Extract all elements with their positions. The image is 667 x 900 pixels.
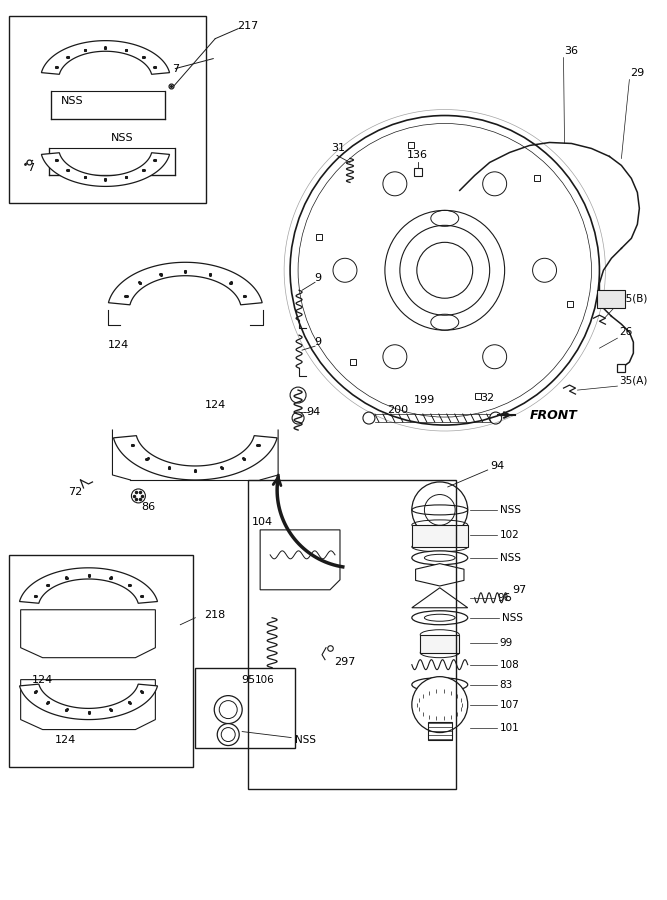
Text: NSS: NSS (500, 553, 521, 562)
Text: 217: 217 (237, 21, 259, 31)
Ellipse shape (424, 614, 455, 621)
Ellipse shape (424, 554, 455, 562)
Circle shape (214, 696, 242, 724)
Text: 200: 200 (388, 405, 408, 415)
Circle shape (217, 724, 239, 745)
Text: 95: 95 (241, 675, 255, 685)
Ellipse shape (424, 681, 455, 688)
Text: 124: 124 (108, 340, 129, 350)
Text: NSS: NSS (61, 95, 83, 105)
Text: 29: 29 (630, 68, 644, 77)
Text: 124: 124 (55, 734, 76, 744)
Text: 199: 199 (414, 395, 436, 405)
Text: 31: 31 (331, 143, 345, 154)
Text: 218: 218 (205, 609, 226, 620)
Bar (598, 290, 626, 308)
Text: 35(A): 35(A) (620, 375, 648, 385)
Polygon shape (41, 40, 169, 75)
Text: NSS: NSS (500, 505, 521, 515)
Ellipse shape (412, 678, 468, 691)
Text: 32: 32 (481, 393, 495, 403)
Ellipse shape (412, 551, 468, 565)
Text: 102: 102 (500, 530, 520, 540)
Text: 36: 36 (564, 46, 578, 56)
Bar (248, 480, 456, 789)
Text: 108: 108 (500, 660, 520, 670)
Polygon shape (113, 436, 277, 480)
Text: 7: 7 (172, 64, 179, 74)
Text: 97: 97 (512, 585, 527, 595)
Bar (9, 15, 206, 203)
Text: 124: 124 (205, 400, 226, 410)
Text: 96: 96 (498, 593, 511, 603)
Bar (195, 668, 295, 748)
Text: 101: 101 (500, 723, 520, 733)
Circle shape (412, 482, 468, 538)
Text: 9: 9 (314, 338, 321, 347)
Text: 35(B): 35(B) (620, 293, 648, 303)
Polygon shape (19, 684, 157, 720)
Bar (9, 554, 193, 767)
Polygon shape (51, 91, 165, 119)
Text: NSS: NSS (295, 734, 316, 744)
Polygon shape (21, 680, 155, 730)
Text: 86: 86 (141, 502, 155, 512)
Polygon shape (260, 530, 340, 590)
Bar (420, 634, 460, 652)
Circle shape (131, 489, 145, 503)
Text: 9: 9 (314, 274, 321, 284)
Text: 136: 136 (408, 150, 428, 160)
Text: FRONT: FRONT (530, 409, 578, 421)
Text: 7: 7 (27, 164, 34, 174)
Circle shape (292, 412, 304, 424)
Text: 72: 72 (69, 487, 83, 497)
Polygon shape (416, 563, 464, 586)
Ellipse shape (412, 611, 468, 625)
Polygon shape (109, 262, 262, 305)
Bar (428, 722, 452, 740)
Circle shape (424, 494, 455, 526)
Text: 99: 99 (500, 638, 513, 648)
Text: 106: 106 (255, 675, 275, 685)
Circle shape (412, 677, 468, 733)
Text: 94: 94 (306, 407, 320, 417)
Text: 124: 124 (32, 675, 53, 685)
Text: 297: 297 (334, 657, 356, 667)
Polygon shape (412, 588, 468, 608)
Ellipse shape (423, 570, 456, 580)
Polygon shape (41, 153, 169, 186)
Text: NSS: NSS (502, 613, 523, 623)
Text: 94: 94 (490, 461, 505, 471)
Text: 107: 107 (500, 699, 520, 709)
Polygon shape (49, 148, 175, 176)
Polygon shape (21, 610, 155, 658)
Text: 26: 26 (620, 328, 633, 338)
Polygon shape (19, 568, 157, 603)
Text: 104: 104 (252, 517, 273, 526)
Circle shape (290, 387, 306, 403)
Bar (412, 525, 468, 547)
Text: NSS: NSS (111, 133, 133, 143)
Text: 83: 83 (500, 680, 513, 689)
